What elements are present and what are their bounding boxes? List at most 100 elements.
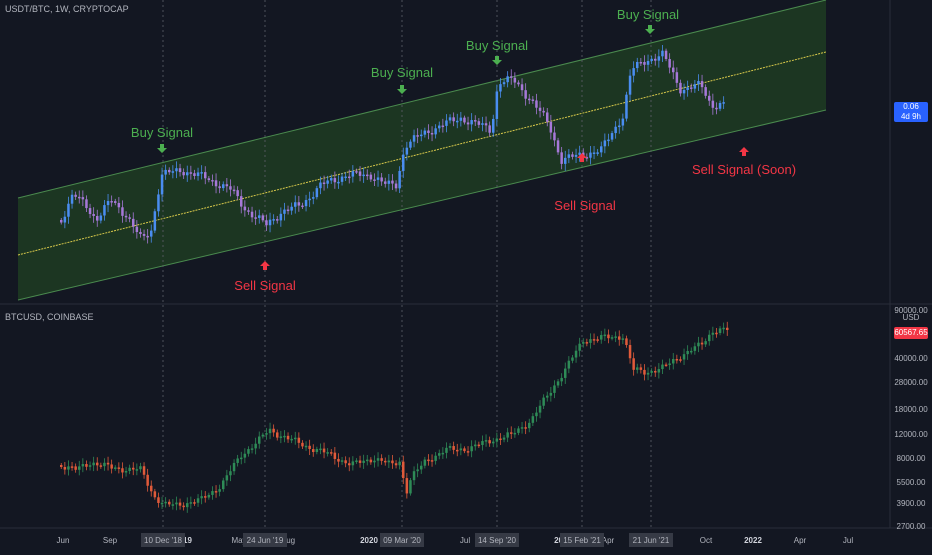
- top-candle: [452, 117, 455, 122]
- bottom-candle: [96, 462, 99, 466]
- bottom-candle: [722, 327, 725, 330]
- bottom-candle: [322, 448, 326, 453]
- bottom-candle: [337, 458, 340, 462]
- top-candle: [438, 125, 441, 129]
- top-candle: [211, 180, 214, 182]
- bottom-candle: [553, 385, 556, 393]
- bottom-candle: [272, 428, 275, 433]
- top-candle: [592, 152, 596, 154]
- bottom-candle: [718, 328, 722, 334]
- bottom-candle: [153, 491, 157, 498]
- top-candle: [150, 230, 153, 237]
- top-candle: [445, 120, 448, 126]
- bottom-candle: [589, 339, 592, 343]
- bottom-candle: [279, 436, 283, 438]
- bottom-candle: [549, 392, 553, 396]
- top-candle: [571, 154, 574, 157]
- top-candle: [301, 205, 304, 208]
- top-candle: [362, 174, 365, 177]
- top-candle: [279, 213, 283, 221]
- top-candle: [240, 196, 243, 207]
- bottom-candle: [362, 460, 365, 463]
- top-candle: [650, 58, 653, 62]
- bottom-candle: [592, 339, 596, 341]
- top-candle: [542, 110, 545, 113]
- bottom-candle: [596, 339, 599, 341]
- bottom-candle: [254, 443, 257, 449]
- bottom-candle: [200, 496, 203, 499]
- bottom-candle: [614, 336, 617, 338]
- bottom-candle: [621, 338, 625, 340]
- top-candle: [596, 152, 599, 154]
- top-candle: [441, 125, 445, 128]
- top-candle: [402, 154, 405, 171]
- bottom-candle: [690, 350, 693, 353]
- time-axis-label: Jun: [57, 536, 70, 545]
- top-candle: [337, 181, 340, 184]
- bottom-candle: [445, 447, 448, 453]
- top-candle: [139, 232, 142, 235]
- y-tick-label: 3900.00: [897, 499, 926, 508]
- bottom-candle: [704, 341, 707, 345]
- bottom-candle: [366, 459, 369, 462]
- bottom-candle: [333, 452, 337, 459]
- top-candle: [200, 172, 203, 174]
- bottom-candle: [463, 448, 466, 452]
- top-candle: [693, 84, 697, 89]
- top-candle: [70, 194, 74, 204]
- top-candle: [247, 210, 250, 212]
- top-candle: [157, 194, 160, 212]
- channel-band: [18, 0, 826, 300]
- top-candle: [484, 123, 488, 126]
- bottom-candle: [675, 358, 679, 361]
- bottom-candle: [218, 489, 221, 492]
- bottom-candle: [358, 460, 362, 463]
- bottom-candle: [477, 444, 481, 447]
- top-candle: [380, 177, 383, 182]
- top-candle: [610, 133, 614, 140]
- top-candle: [567, 154, 571, 158]
- bottom-candle: [672, 358, 675, 364]
- bottom-candle: [470, 446, 473, 452]
- bottom-candle: [351, 461, 355, 466]
- bottom-candle: [369, 459, 373, 463]
- bottom-candle: [578, 343, 581, 351]
- bottom-candle: [376, 458, 380, 461]
- bottom-candle: [538, 405, 542, 413]
- bottom-candle: [290, 438, 293, 441]
- bottom-candle: [510, 432, 513, 434]
- time-axis-label: Jul: [843, 536, 853, 545]
- bottom-candle: [708, 334, 711, 342]
- top-candle: [196, 172, 200, 176]
- top-candle: [546, 112, 549, 122]
- bottom-candle: [502, 437, 506, 440]
- bottom-candle: [610, 337, 614, 339]
- top-candle: [128, 217, 131, 219]
- bottom-candle: [618, 336, 621, 340]
- time-axis-label: Apr: [602, 536, 615, 545]
- top-candle: [675, 72, 679, 83]
- top-candle: [499, 84, 502, 92]
- bottom-candle: [178, 502, 182, 506]
- bottom-candle: [304, 445, 308, 448]
- bottom-candle: [250, 448, 254, 450]
- bottom-candle: [247, 449, 250, 454]
- bottom-candle: [427, 459, 430, 462]
- top-candle: [366, 174, 369, 177]
- time-axis-label: Jul: [460, 536, 470, 545]
- bottom-candle: [182, 505, 185, 508]
- top-candle: [430, 132, 434, 135]
- bottom-candle: [520, 427, 524, 429]
- bottom-candle: [135, 469, 139, 471]
- top-candle: [391, 180, 394, 184]
- top-candle: [564, 157, 567, 164]
- top-candle: [189, 172, 193, 174]
- top-candle: [283, 209, 286, 214]
- buy-signal-label: Buy Signal: [131, 125, 193, 140]
- top-candle: [618, 125, 621, 128]
- bottom-candle: [164, 501, 167, 504]
- top-candle: [520, 84, 524, 91]
- bottom-candle: [603, 334, 607, 337]
